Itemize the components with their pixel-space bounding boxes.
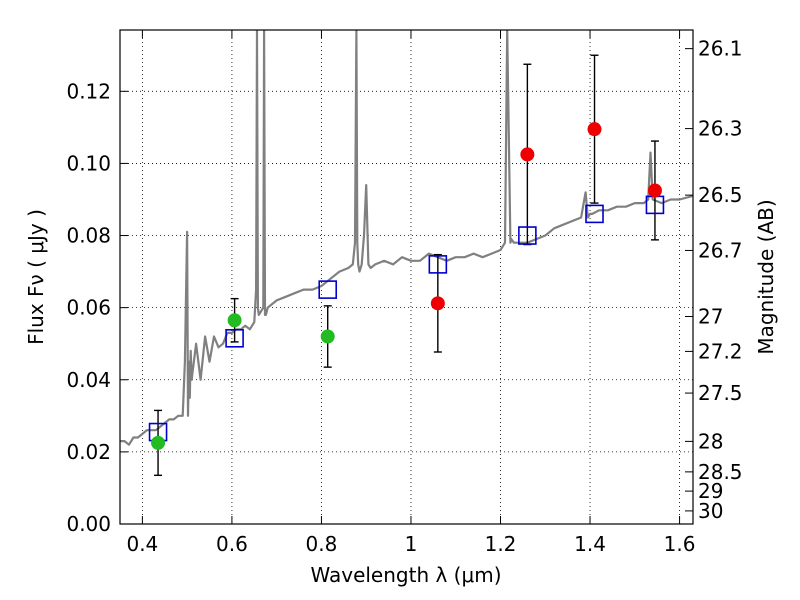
plot-frame (119, 29, 694, 525)
photometry-point (647, 183, 662, 198)
x-tick-label: 0.8 (306, 532, 338, 556)
y-axis-label: Flux Fν ( μJy ) (24, 209, 48, 345)
markers (148, 122, 665, 450)
magnitude-tick-label: 27.5 (698, 381, 743, 405)
y-axis-ticks: 0.00 0.02 0.04 0.06 0.08 0.10 0.12 (66, 79, 128, 536)
model-photometry-square (428, 255, 448, 274)
magnitude-tick-label: 26.3 (698, 117, 743, 141)
photometry-point (430, 296, 445, 311)
magnitude-tick-label: 28.5 (698, 460, 743, 484)
photometry-point (320, 329, 335, 344)
magnitude-axis-label: Magnitude (AB) (754, 199, 778, 354)
photometry-point (151, 435, 166, 450)
spectrum-layer (120, 30, 693, 446)
x-axis-label: Wavelength λ (μm) (310, 563, 501, 587)
photometry-point (587, 122, 602, 137)
x-tick-label: 0.4 (126, 532, 158, 556)
magnitude-tick-label: 27.2 (698, 339, 743, 363)
magnitude-tick-label: 26.1 (698, 37, 743, 61)
magnitude-tick-label: 29 (698, 479, 723, 503)
x-tick-label: 1.2 (485, 532, 517, 556)
x-tick-label: 1.6 (664, 532, 696, 556)
magnitude-tick-label: 26.5 (698, 183, 743, 207)
x-tick-label: 1.4 (574, 532, 606, 556)
y-tick-label: 0.00 (66, 512, 111, 536)
magnitude-tick-label: 27 (698, 304, 723, 328)
magnitude-tick-label: 28 (698, 429, 723, 453)
x-tick-label: 1 (405, 532, 418, 556)
photometry-point (520, 147, 535, 162)
model-photometry-square (585, 204, 604, 224)
model-photometry-square (318, 280, 338, 299)
y-tick-label: 0.02 (66, 440, 111, 464)
x-axis-ticks: 0.4 0.6 0.8 1 1.2 1.4 1.6 (126, 30, 695, 556)
spectrum-line (120, 30, 693, 446)
photometry-point (227, 313, 242, 328)
y-tick-label: 0.04 (66, 368, 111, 392)
y-tick-label: 0.10 (66, 151, 111, 175)
magnitude-tick-label: 26.7 (698, 238, 743, 262)
model-photometry-square (225, 328, 244, 348)
y-tick-label: 0.12 (66, 79, 111, 103)
y-tick-label: 0.06 (66, 296, 111, 320)
model-photometry-square (518, 226, 537, 245)
magnitude-tick-label: 30 (698, 499, 723, 523)
x-tick-label: 0.6 (216, 532, 248, 556)
y-tick-label: 0.08 (66, 224, 111, 248)
